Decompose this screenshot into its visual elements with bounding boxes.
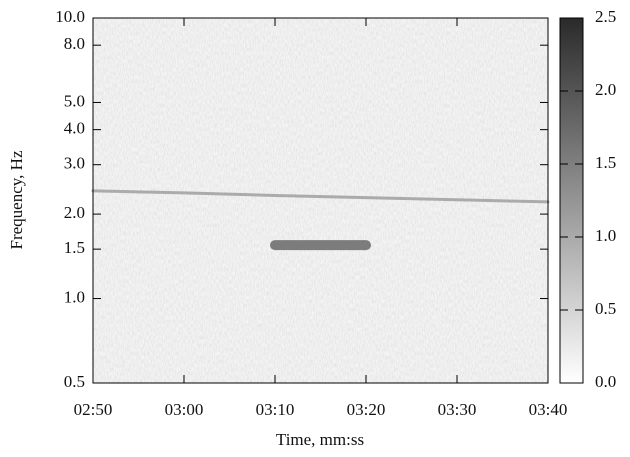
colorbar-tick-label: 0.0 — [595, 372, 616, 391]
y-tick-label: 5.0 — [64, 91, 85, 110]
y-tick-label: 10.0 — [55, 7, 85, 26]
y-tick-label: 3.0 — [64, 154, 85, 173]
colorbar-tick-label: 1.5 — [595, 153, 616, 172]
colorbar-tick-label: 0.5 — [595, 299, 616, 318]
colorbar-tick-label: 2.5 — [595, 7, 616, 26]
y-tick-label: 8.0 — [64, 34, 85, 53]
feature-line — [91, 189, 550, 204]
x-axis-label: Time, mm:ss — [276, 430, 364, 449]
x-tick-label: 03:00 — [165, 400, 204, 419]
x-tick-label: 03:20 — [347, 400, 386, 419]
colorbar-tick-label: 1.0 — [595, 226, 616, 245]
y-tick-label: 0.5 — [64, 372, 85, 391]
y-tick-label: 4.0 — [64, 119, 85, 138]
colorbar — [559, 17, 584, 384]
plot-frame — [92, 17, 549, 384]
y-tick-label: 2.0 — [64, 203, 85, 222]
y-tick-label: 1.0 — [64, 287, 85, 306]
x-tick-label: 03:30 — [438, 400, 477, 419]
colorbar-tick-label: 2.0 — [595, 80, 616, 99]
x-tick-label: 03:10 — [256, 400, 295, 419]
y-axis-label: Frequency, Hz — [7, 150, 26, 249]
y-tick-label: 1.5 — [64, 238, 85, 257]
x-tick-label: 03:40 — [529, 400, 568, 419]
x-tick-label: 02:50 — [74, 400, 113, 419]
